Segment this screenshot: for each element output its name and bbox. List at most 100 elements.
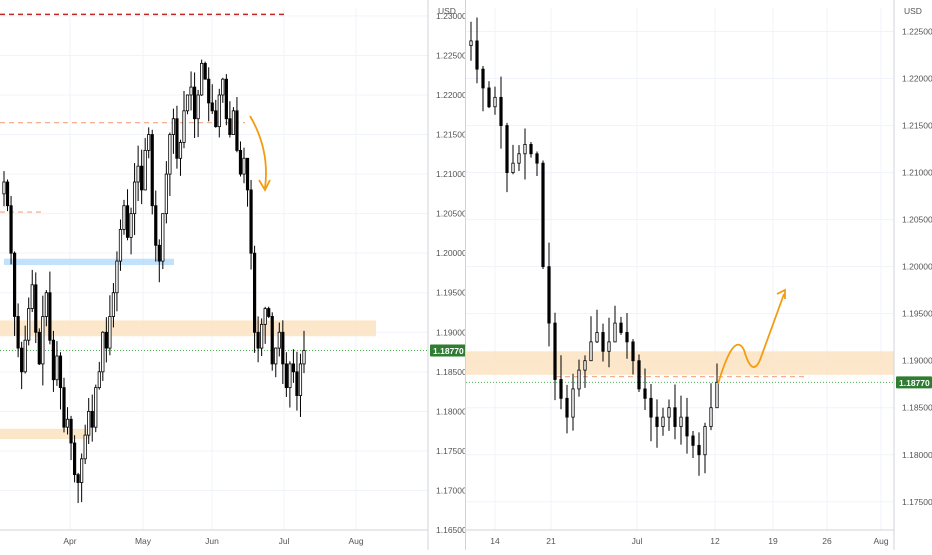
candle	[140, 149, 144, 205]
candle	[143, 138, 147, 191]
candle	[5, 179, 10, 212]
candle-down	[207, 78, 211, 104]
candle	[65, 407, 70, 435]
candle	[171, 108, 176, 154]
candle	[252, 245, 257, 353]
candle-down	[535, 153, 539, 164]
candle-up	[302, 350, 306, 365]
y-tick-label: 1.20000	[436, 248, 466, 258]
candle-down	[76, 474, 80, 483]
candle	[76, 472, 80, 504]
candle-up	[607, 341, 611, 352]
candle	[249, 179, 253, 270]
candle-down	[12, 252, 17, 317]
candle	[667, 399, 671, 431]
y-tick-label: 1.20500	[902, 215, 932, 225]
candle-down	[295, 371, 299, 396]
x-tick-label: 12	[710, 536, 720, 546]
candle-down	[691, 435, 695, 446]
candle-down	[203, 62, 207, 80]
candle-up	[703, 426, 707, 456]
candle-up	[132, 181, 137, 215]
candle	[20, 341, 24, 390]
candle-down	[505, 125, 509, 173]
candle	[493, 86, 497, 115]
candle	[210, 84, 214, 115]
candle	[553, 312, 557, 401]
candle-down	[154, 205, 158, 246]
candle	[481, 65, 485, 112]
candle	[58, 352, 63, 410]
candle	[709, 383, 713, 431]
candle-up	[161, 213, 165, 262]
candle-up	[196, 94, 200, 120]
candle	[625, 313, 629, 359]
x-tick-label: 14	[490, 536, 500, 546]
candle	[242, 147, 246, 184]
trend-arrow-head	[776, 288, 786, 299]
left-chart-panel[interactable]: USD 1.23000 1.22500 1.22000 1.21500 1.21000 1.…	[0, 0, 467, 550]
candle	[291, 349, 296, 383]
candle	[281, 320, 285, 384]
candle	[589, 316, 593, 362]
candle-up	[661, 416, 665, 427]
candle	[535, 151, 539, 177]
candle-down	[58, 355, 63, 389]
y-tick-label: 1.17500	[902, 497, 932, 507]
right-chart-panel[interactable]: USD 1.22500 1.22000 1.21500 1.21000 1.20500 1.…	[466, 0, 932, 550]
candle-down	[9, 205, 13, 254]
candle	[101, 331, 105, 381]
candle-down	[175, 118, 179, 159]
candle-up	[178, 142, 183, 159]
candle-up	[288, 363, 292, 389]
candle-up	[108, 316, 112, 349]
candle-up	[613, 322, 617, 343]
x-tick-label: Apr	[63, 536, 76, 546]
x-tick-label: Jul	[279, 536, 290, 546]
candle	[601, 323, 605, 362]
candle-down	[72, 442, 77, 476]
y-tick-label: 1.18000	[902, 450, 932, 460]
candle	[192, 72, 197, 138]
candle-down	[481, 68, 485, 89]
candle-up	[517, 153, 521, 164]
candle-up	[129, 213, 133, 238]
candle	[111, 283, 116, 328]
candle-down	[238, 149, 243, 175]
candle-down	[565, 397, 569, 418]
candle	[613, 305, 617, 343]
candle	[104, 317, 108, 363]
candle-down	[697, 444, 701, 456]
candle	[637, 354, 641, 393]
candle	[607, 317, 611, 368]
right-chart-svg[interactable]: USD 1.22500 1.22000 1.21500 1.21000 1.20500 1.…	[466, 0, 932, 550]
candle	[715, 363, 719, 409]
candle-up	[511, 162, 515, 173]
candle-down	[69, 418, 73, 444]
candle	[231, 107, 236, 135]
candle-up	[44, 292, 48, 317]
candle	[679, 395, 683, 445]
price-tag-bg	[896, 376, 932, 389]
candle-up	[27, 308, 31, 341]
candle	[475, 17, 479, 84]
candle-up	[41, 316, 45, 365]
candle	[270, 312, 274, 371]
candle	[161, 213, 165, 270]
candle-up	[277, 331, 281, 349]
y-tick-label: 1.22000	[902, 74, 932, 84]
candle-down	[499, 96, 503, 126]
candle	[559, 355, 563, 410]
y-tick-label: 1.19500	[436, 288, 466, 298]
candle	[175, 105, 179, 169]
candle-up	[118, 229, 123, 262]
candle	[673, 384, 677, 440]
candle-down	[291, 363, 296, 373]
candle-up	[231, 110, 236, 135]
candle-down	[228, 118, 232, 135]
candle	[631, 339, 635, 375]
candle	[157, 239, 161, 283]
candle	[200, 59, 204, 96]
candle-up	[200, 62, 204, 96]
